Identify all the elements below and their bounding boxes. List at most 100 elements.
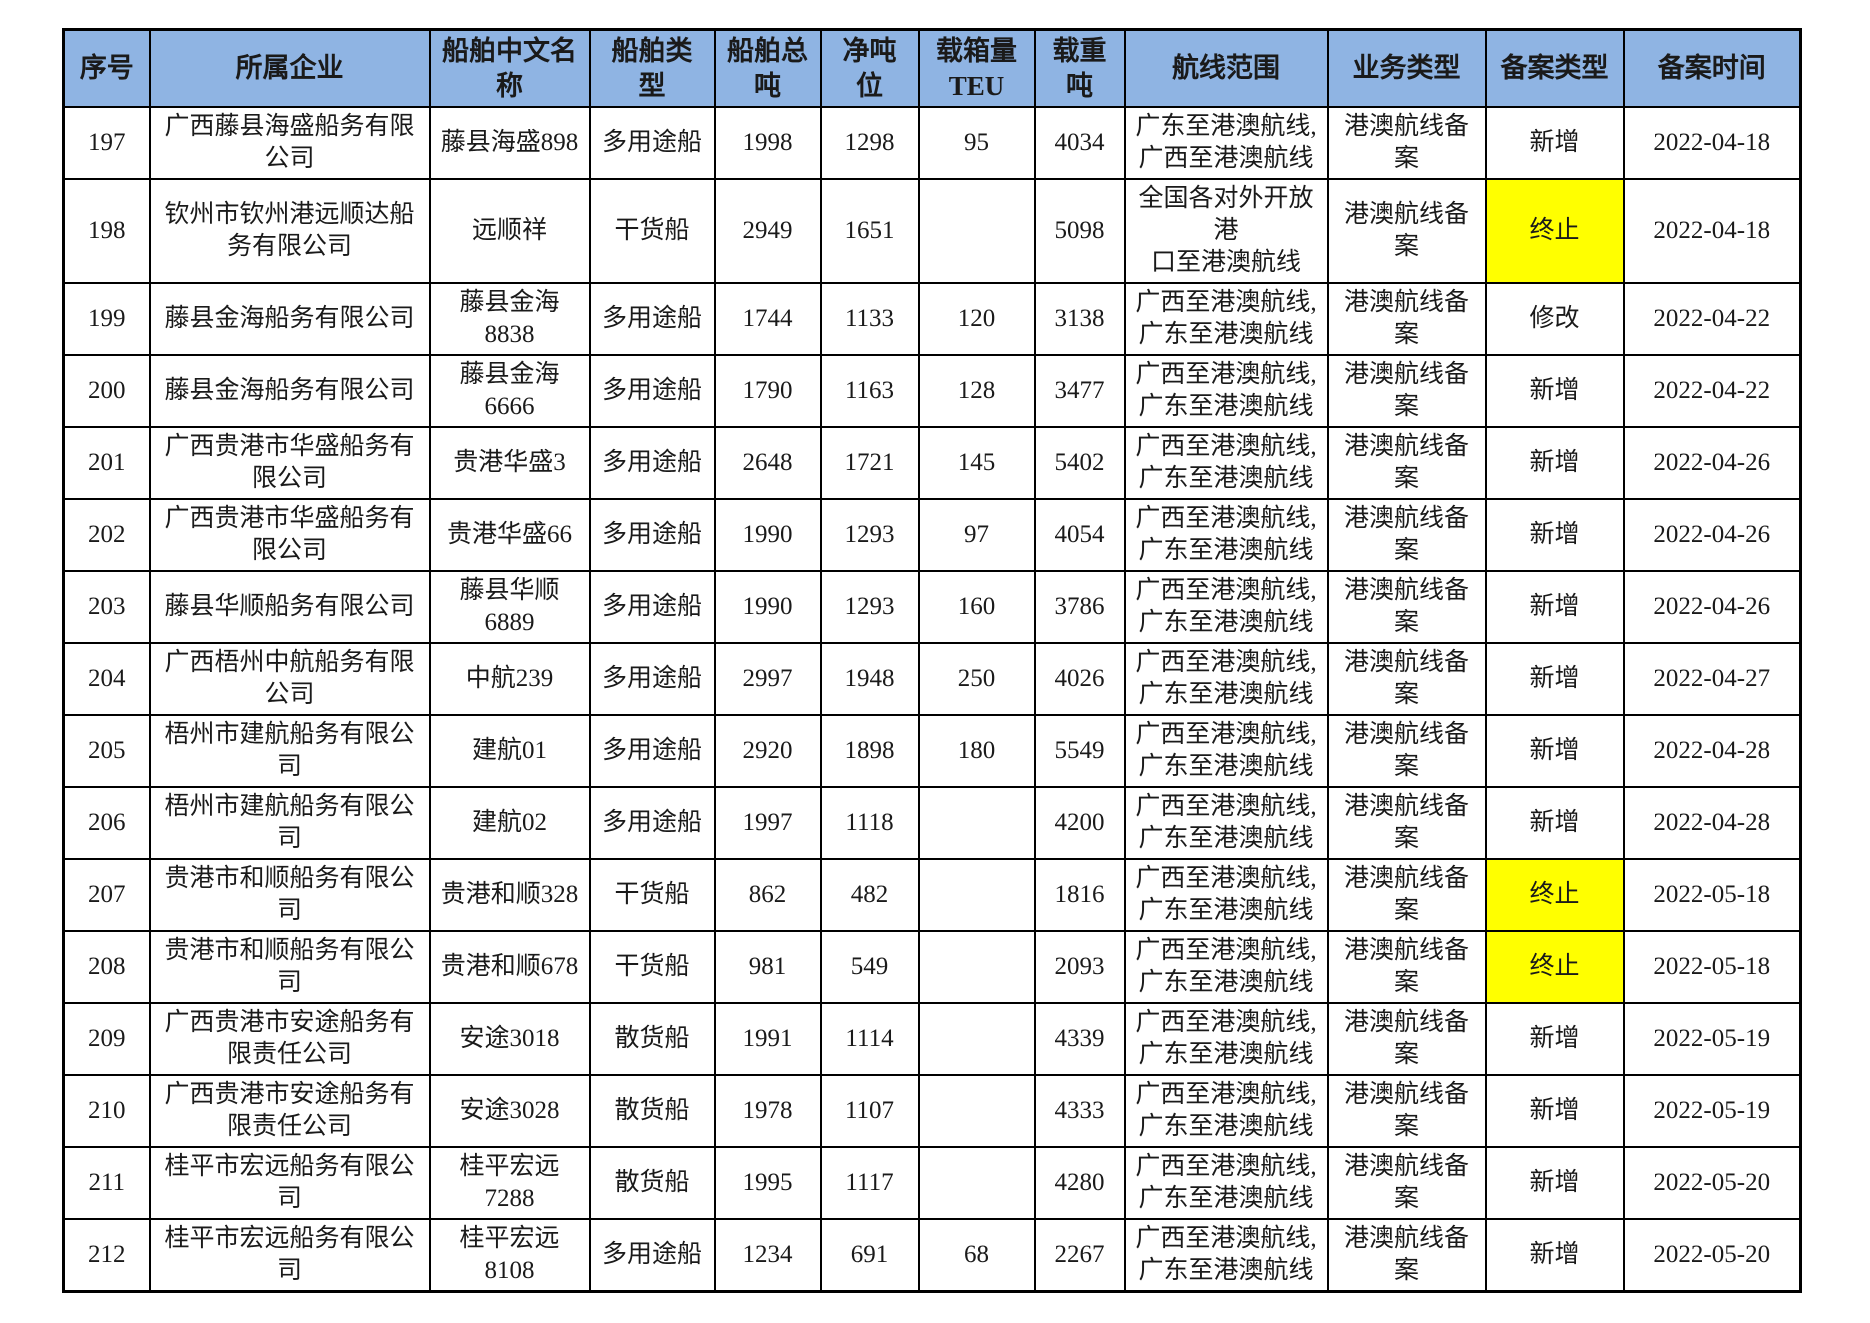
cell-ship_type: 多用途船 (588, 1218, 716, 1293)
cell-company: 钦州市钦州港远顺达船务有限公司 (148, 178, 431, 285)
cell-filing_type: 新增 (1484, 1002, 1625, 1077)
cell-company: 藤县金海船务有限公司 (148, 354, 431, 429)
cell-ship_type: 散货船 (588, 1146, 716, 1221)
cell-deadweight: 1816 (1033, 858, 1126, 933)
cell-net_tonnage: 1651 (819, 178, 920, 285)
cell-route: 广西至港澳航线, 广东至港澳航线 (1123, 282, 1329, 357)
column-header-net_tonnage: 净吨位 (819, 28, 920, 109)
cell-teu (917, 930, 1036, 1005)
cell-route: 广西至港澳航线, 广东至港澳航线 (1123, 426, 1329, 501)
cell-gross_tonnage: 981 (713, 930, 822, 1005)
cell-filing_date: 2022-04-28 (1622, 714, 1802, 789)
cell-business_type: 港澳航线备案 (1326, 786, 1487, 861)
cell-teu (917, 858, 1036, 933)
cell-deadweight: 4333 (1033, 1074, 1126, 1149)
cell-deadweight: 4034 (1033, 106, 1126, 181)
cell-ship_type: 多用途船 (588, 282, 716, 357)
cell-business_type: 港澳航线备案 (1326, 354, 1487, 429)
cell-ship_type: 多用途船 (588, 786, 716, 861)
header-row: 序号 所属企业 船舶中文名称 船舶类型 船舶总吨 净吨位 载箱量TEU 载重吨 航线范围 业务类型… (62, 28, 1802, 109)
cell-filing_date: 2022-04-22 (1622, 354, 1802, 429)
column-header-route: 航线范围 (1123, 28, 1329, 109)
cell-deadweight: 4280 (1033, 1146, 1126, 1221)
cell-company: 广西藤县海盛船务有限公司 (148, 106, 431, 181)
cell-ship_name: 中航239 (428, 642, 591, 717)
table-row: 203 藤县华顺船务有限公司 藤县华顺6889 多用途船 1990 1293 160 3786… (62, 570, 1802, 645)
cell-ship_name: 桂平宏远7288 (428, 1146, 591, 1221)
cell-gross_tonnage: 862 (713, 858, 822, 933)
cell-gross_tonnage: 1234 (713, 1218, 822, 1293)
cell-net_tonnage: 549 (819, 930, 920, 1005)
cell-deadweight: 5098 (1033, 178, 1126, 285)
table-row: 210 广西贵港市安途船务有限责任公司 安途3028 散货船 1978 1107 4333 广… (62, 1074, 1802, 1149)
table-row: 209 广西贵港市安途船务有限责任公司 安途3018 散货船 1991 1114 4339 广… (62, 1002, 1802, 1077)
cell-filing_date: 2022-05-19 (1622, 1074, 1802, 1149)
cell-company: 广西梧州中航船务有限公司 (148, 642, 431, 717)
cell-business_type: 港澳航线备案 (1326, 1146, 1487, 1221)
cell-seq: 209 (62, 1002, 151, 1077)
cell-gross_tonnage: 2648 (713, 426, 822, 501)
cell-ship_name: 贵港华盛66 (428, 498, 591, 573)
table-row: 205 梧州市建航船务有限公司 建航01 多用途船 2920 1898 180 5549 广西至… (62, 714, 1802, 789)
cell-seq: 206 (62, 786, 151, 861)
cell-company: 广西贵港市华盛船务有限公司 (148, 498, 431, 573)
cell-business_type: 港澳航线备案 (1326, 282, 1487, 357)
cell-filing_type: 新增 (1484, 498, 1625, 573)
cell-filing_type: 修改 (1484, 282, 1625, 357)
cell-gross_tonnage: 1990 (713, 570, 822, 645)
cell-business_type: 港澳航线备案 (1326, 858, 1487, 933)
cell-filing_date: 2022-05-19 (1622, 1002, 1802, 1077)
cell-seq: 204 (62, 642, 151, 717)
cell-gross_tonnage: 2949 (713, 178, 822, 285)
cell-filing_type: 新增 (1484, 570, 1625, 645)
cell-filing_date: 2022-04-26 (1622, 570, 1802, 645)
cell-filing_date: 2022-05-18 (1622, 858, 1802, 933)
cell-filing_date: 2022-05-20 (1622, 1218, 1802, 1293)
cell-gross_tonnage: 2920 (713, 714, 822, 789)
cell-filing_type: 新增 (1484, 426, 1625, 501)
cell-route: 广西至港澳航线, 广东至港澳航线 (1123, 1074, 1329, 1149)
cell-ship_name: 安途3028 (428, 1074, 591, 1149)
cell-net_tonnage: 1721 (819, 426, 920, 501)
cell-ship_name: 安途3018 (428, 1002, 591, 1077)
cell-business_type: 港澳航线备案 (1326, 714, 1487, 789)
cell-seq: 211 (62, 1146, 151, 1221)
cell-ship_name: 藤县华顺6889 (428, 570, 591, 645)
cell-route: 广西至港澳航线, 广东至港澳航线 (1123, 498, 1329, 573)
cell-filing_type: 终止 (1484, 858, 1625, 933)
cell-filing_type: 新增 (1484, 1218, 1625, 1293)
cell-ship_name: 藤县海盛898 (428, 106, 591, 181)
cell-deadweight: 4339 (1033, 1002, 1126, 1077)
cell-net_tonnage: 1293 (819, 570, 920, 645)
cell-filing_type: 新增 (1484, 1074, 1625, 1149)
cell-route: 广西至港澳航线, 广东至港澳航线 (1123, 786, 1329, 861)
table-row: 197 广西藤县海盛船务有限公司 藤县海盛898 多用途船 1998 1298 95 4034… (62, 106, 1802, 181)
cell-company: 桂平市宏远船务有限公司 (148, 1146, 431, 1221)
cell-business_type: 港澳航线备案 (1326, 642, 1487, 717)
cell-seq: 198 (62, 178, 151, 285)
cell-business_type: 港澳航线备案 (1326, 570, 1487, 645)
cell-business_type: 港澳航线备案 (1326, 106, 1487, 181)
cell-company: 梧州市建航船务有限公司 (148, 714, 431, 789)
cell-ship_name: 贵港和顺678 (428, 930, 591, 1005)
cell-net_tonnage: 1163 (819, 354, 920, 429)
sheet-page: 序号 所属企业 船舶中文名称 船舶类型 船舶总吨 净吨位 载箱量TEU 载重吨 航线范围 业务类型… (62, 28, 1802, 1294)
cell-business_type: 港澳航线备案 (1326, 178, 1487, 285)
cell-seq: 207 (62, 858, 151, 933)
column-header-ship_name: 船舶中文名称 (428, 28, 591, 109)
cell-filing_type: 新增 (1484, 1146, 1625, 1221)
cell-ship_type: 干货船 (588, 930, 716, 1005)
cell-net_tonnage: 1107 (819, 1074, 920, 1149)
cell-net_tonnage: 1114 (819, 1002, 920, 1077)
cell-business_type: 港澳航线备案 (1326, 1074, 1487, 1149)
cell-teu (917, 178, 1036, 285)
cell-ship_type: 散货船 (588, 1002, 716, 1077)
cell-filing_date: 2022-04-22 (1622, 282, 1802, 357)
cell-net_tonnage: 691 (819, 1218, 920, 1293)
cell-route: 广西至港澳航线, 广东至港澳航线 (1123, 642, 1329, 717)
cell-teu (917, 1002, 1036, 1077)
cell-ship_type: 多用途船 (588, 426, 716, 501)
cell-deadweight: 5549 (1033, 714, 1126, 789)
cell-filing_date: 2022-04-18 (1622, 178, 1802, 285)
ship-filing-table: 序号 所属企业 船舶中文名称 船舶类型 船舶总吨 净吨位 载箱量TEU 载重吨 航线范围 业务类型… (62, 28, 1802, 1294)
